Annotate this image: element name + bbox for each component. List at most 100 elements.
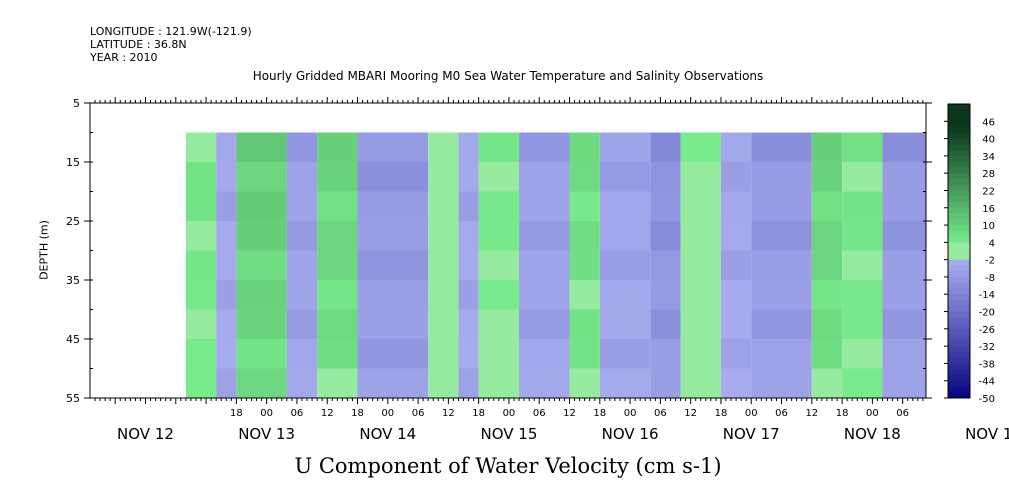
colorbar-swatch <box>948 282 970 289</box>
heatmap-cell <box>751 132 812 163</box>
colorbar-label: 28 <box>982 169 995 180</box>
heatmap-cell <box>478 368 520 399</box>
heatmap-cell <box>428 221 459 251</box>
heatmap-cell <box>882 339 926 369</box>
heatmap-cell <box>286 191 318 222</box>
heatmap-cell <box>458 368 479 399</box>
heatmap-cell <box>569 221 600 251</box>
heatmap-cell <box>216 280 237 310</box>
heatmap-cell <box>882 132 926 163</box>
colorbar-swatch <box>948 167 970 174</box>
colorbar-swatch <box>948 190 970 197</box>
heatmap-cell <box>216 191 237 222</box>
colorbar-label: -38 <box>979 359 995 370</box>
heatmap-cell <box>286 309 318 340</box>
heatmap-cell <box>519 191 570 222</box>
y-tick-label: 5 <box>73 97 80 110</box>
colorbar-label: -32 <box>979 342 995 353</box>
colorbar-label: -20 <box>979 308 995 319</box>
heatmap-cell <box>599 221 651 251</box>
colorbar-swatch <box>948 161 970 168</box>
colorbar-swatch <box>948 132 970 139</box>
heatmap-cell <box>428 339 459 369</box>
colorbar-label: 22 <box>982 186 995 197</box>
x-day-label: NOV 17 <box>723 425 780 443</box>
x-hour-label: 00 <box>624 408 637 419</box>
colorbar-label: -8 <box>985 273 995 284</box>
heatmap-cell <box>650 339 681 369</box>
heatmap-cell <box>599 280 651 310</box>
heatmap-cell <box>478 339 520 369</box>
y-tick-label: 55 <box>66 392 80 405</box>
heatmap-cell <box>599 368 651 399</box>
heatmap-cell <box>569 309 600 340</box>
heatmap-cell <box>720 191 752 222</box>
heatmap-cell <box>286 221 318 251</box>
heatmap-cell <box>458 221 479 251</box>
heatmap-cell <box>569 280 600 310</box>
colorbar-swatch <box>948 374 970 382</box>
colorbar-swatch <box>948 104 970 111</box>
heatmap-cell <box>650 162 681 192</box>
colorbar-swatch <box>948 294 970 301</box>
heatmap-cell <box>811 191 843 222</box>
heatmap-cell <box>650 309 681 340</box>
x-hour-label: 18 <box>230 408 243 419</box>
heatmap-cell <box>720 339 752 369</box>
heatmap-cell <box>680 250 721 281</box>
colorbar-swatch <box>948 196 970 203</box>
heatmap-cell <box>882 368 926 399</box>
x-hour-label: 18 <box>351 408 364 419</box>
heatmap-cell <box>216 162 237 192</box>
colorbar-swatch <box>948 276 970 284</box>
colorbar-swatch <box>948 144 970 151</box>
heatmap-cell <box>216 339 237 369</box>
heatmap-cell <box>519 309 570 340</box>
heatmap-cell <box>569 368 600 399</box>
colorbar-swatch <box>948 173 970 180</box>
colorbar-label: 4 <box>989 238 995 249</box>
heatmap-cell <box>357 309 429 340</box>
colorbar-swatch <box>948 259 970 266</box>
x-hour-label: 00 <box>381 408 394 419</box>
colorbar-swatch <box>948 155 970 162</box>
latitude-label: LATITUDE : 36.8N <box>90 38 187 51</box>
colorbar-label: -26 <box>979 325 995 336</box>
heatmap-cell <box>286 132 318 163</box>
colorbar-swatch <box>948 230 970 237</box>
heatmap-cell <box>478 162 520 192</box>
colorbar-swatch <box>948 127 970 134</box>
heatmap-cell <box>478 250 520 281</box>
heatmap-cell <box>478 221 520 251</box>
heatmap-cell <box>811 250 843 281</box>
colorbar-label: 16 <box>982 204 995 215</box>
heatmap-cell <box>317 221 358 251</box>
heatmap-cell <box>478 132 520 163</box>
heatmap-cell <box>842 309 883 340</box>
heatmap-cell <box>519 368 570 399</box>
heatmap-cell <box>569 339 600 369</box>
colorbar-label: -2 <box>985 256 995 267</box>
heatmap-cell <box>185 162 217 192</box>
x-hour-label: 18 <box>836 408 849 419</box>
x-hour-label: 06 <box>775 408 788 419</box>
heatmap-cell <box>842 368 883 399</box>
heatmap-cell <box>650 368 681 399</box>
x-day-label: NOV 15 <box>480 425 537 443</box>
x-hour-label: 06 <box>291 408 304 419</box>
heatmap-cell <box>185 280 217 310</box>
y-tick-label: 45 <box>66 333 80 346</box>
x-hour-label: 12 <box>321 408 334 419</box>
heatmap-cell <box>811 280 843 310</box>
heatmap-cell <box>569 191 600 222</box>
heatmap-cell <box>428 250 459 281</box>
colorbar-label: 40 <box>982 135 995 146</box>
heatmap-cell <box>650 132 681 163</box>
heatmap-cell <box>357 250 429 281</box>
heatmap-cell <box>478 191 520 222</box>
heatmap-cell <box>317 368 358 399</box>
heatmap-cell <box>317 162 358 192</box>
heatmap-cell <box>680 280 721 310</box>
heatmap-cell <box>720 162 752 192</box>
heatmap-cell <box>842 191 883 222</box>
